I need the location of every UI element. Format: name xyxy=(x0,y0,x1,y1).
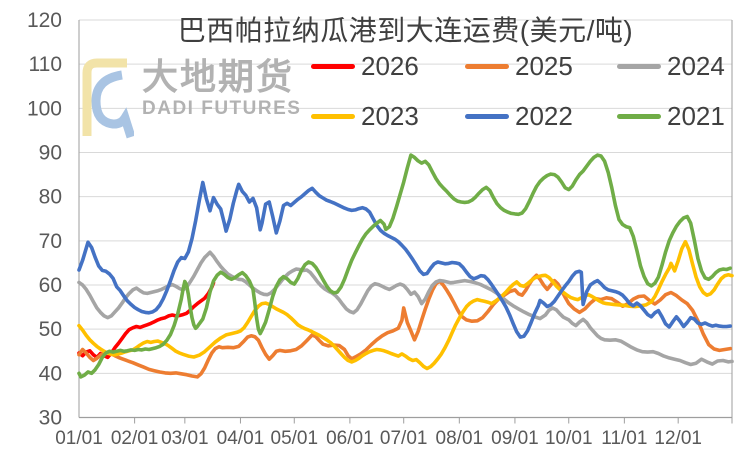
legend-label-2026: 2026 xyxy=(361,51,419,81)
x-axis-label-08/01: 08/01 xyxy=(436,428,484,449)
y-axis-label-90: 90 xyxy=(39,142,62,165)
series-line-2022 xyxy=(77,180,733,339)
x-axis-label-09/01: 09/01 xyxy=(491,428,539,449)
legend-item-2026: 2026 xyxy=(311,52,419,80)
legend-item-2021: 2021 xyxy=(617,102,725,130)
series-line-2021 xyxy=(77,153,733,379)
y-axis-label-40: 40 xyxy=(39,362,62,385)
legend-item-2022: 2022 xyxy=(465,102,573,130)
x-axis-label-12/01: 12/01 xyxy=(654,428,702,449)
x-axis-label-03/01: 03/01 xyxy=(161,428,209,449)
legend-swatch-2023 xyxy=(311,113,355,119)
x-axis-label-04/01: 04/01 xyxy=(217,428,265,449)
y-axis-label-50: 50 xyxy=(39,318,62,341)
legend-swatch-2024 xyxy=(617,63,661,69)
legend-swatch-2026 xyxy=(311,63,355,69)
legend-label-2022: 2022 xyxy=(515,101,573,131)
x-axis-label-02/01: 02/01 xyxy=(111,428,159,449)
legend-item-2023: 2023 xyxy=(311,102,419,130)
y-axis-label-120: 120 xyxy=(27,9,62,32)
y-axis-label-60: 60 xyxy=(39,274,62,297)
x-axis-label-05/01: 05/01 xyxy=(271,428,319,449)
x-axis-label-10/01: 10/01 xyxy=(545,428,593,449)
legend-swatch-2022 xyxy=(465,113,509,119)
y-axis-label-110: 110 xyxy=(29,53,62,76)
x-axis-label-01/01: 01/01 xyxy=(55,428,103,449)
legend-label-2025: 2025 xyxy=(515,51,573,81)
y-axis-label-70: 70 xyxy=(39,230,62,253)
legend-item-2025: 2025 xyxy=(465,52,573,80)
x-axis-label-06/01: 06/01 xyxy=(326,428,374,449)
y-axis-label-30: 30 xyxy=(39,407,62,430)
series-line-2025 xyxy=(77,273,733,379)
legend-label-2021: 2021 xyxy=(667,101,725,131)
series-line-2024 xyxy=(77,250,734,367)
legend-item-2024: 2024 xyxy=(617,52,725,80)
legend-label-2023: 2023 xyxy=(361,101,419,131)
legend-swatch-2025 xyxy=(465,63,509,69)
y-axis-label-100: 100 xyxy=(27,97,62,120)
x-axis-label-07/01: 07/01 xyxy=(380,428,428,449)
series-line-2023 xyxy=(77,239,734,371)
y-axis-label-80: 80 xyxy=(39,186,62,209)
chart-title: 巴西帕拉纳瓜港到大连运费(美元/吨) xyxy=(177,15,634,46)
x-axis-label-11/01: 11/01 xyxy=(601,428,647,449)
legend-swatch-2021 xyxy=(617,113,661,119)
legend-label-2024: 2024 xyxy=(667,51,725,81)
